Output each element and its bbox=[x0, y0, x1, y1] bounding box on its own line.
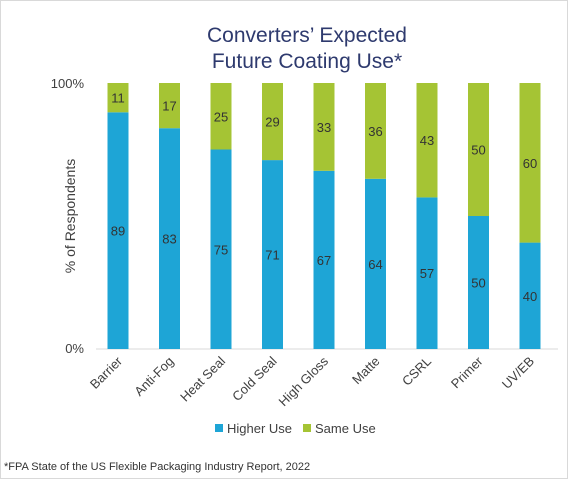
category-label-heat-seal: Heat Seal bbox=[177, 353, 228, 404]
data-label-same-use-high-gloss: 33 bbox=[317, 120, 331, 135]
data-label-higher-use-uv-eb: 40 bbox=[523, 289, 537, 304]
bar-same-use-heat-seal bbox=[210, 83, 232, 150]
category-label-primer: Primer bbox=[448, 353, 486, 391]
data-label-higher-use-heat-seal: 75 bbox=[214, 242, 228, 257]
legend-swatch-same-use bbox=[303, 424, 311, 432]
bar-higher-use-matte bbox=[365, 178, 386, 349]
data-label-same-use-barrier: 11 bbox=[111, 91, 125, 106]
data-label-higher-use-anti-fog: 83 bbox=[162, 232, 176, 247]
y-tick-label-top: 100% bbox=[51, 76, 85, 91]
category-label-cold-seal: Cold Seal bbox=[229, 353, 280, 404]
category-label-csrl: CSRL bbox=[399, 354, 434, 389]
data-label-same-use-matte: 36 bbox=[368, 124, 382, 139]
bar-higher-use-csrl bbox=[416, 197, 438, 349]
category-label-barrier: Barrier bbox=[87, 353, 126, 392]
bar-same-use-anti-fog bbox=[159, 83, 180, 129]
chart-title-line-1: Converters’ Expected bbox=[207, 24, 407, 47]
legend-swatch-higher-use bbox=[215, 424, 223, 432]
bar-higher-use-barrier bbox=[107, 112, 129, 349]
bar-same-use-uv-eb bbox=[519, 83, 541, 243]
chart-title-line-2: Future Coating Use* bbox=[212, 50, 402, 73]
bar-same-use-matte bbox=[365, 83, 386, 179]
bars-group: 89 11 83 17 75 25 71 29 67 33 64 36 57 43 50 50 40 60 bbox=[107, 83, 541, 349]
category-label-anti-fog: Anti-Fog bbox=[131, 354, 176, 399]
data-label-higher-use-high-gloss: 67 bbox=[317, 253, 331, 268]
legend-label-same-use: Same Use bbox=[315, 421, 376, 436]
bar-higher-use-heat-seal bbox=[210, 149, 232, 349]
bar-higher-use-cold-seal bbox=[262, 160, 283, 349]
bar-same-use-csrl bbox=[416, 83, 438, 198]
category-label-matte: Matte bbox=[349, 354, 383, 388]
bar-same-use-high-gloss bbox=[313, 83, 335, 171]
bar-same-use-barrier bbox=[107, 83, 129, 113]
data-label-higher-use-barrier: 89 bbox=[111, 224, 125, 239]
data-label-same-use-cold-seal: 29 bbox=[265, 115, 279, 130]
bar-higher-use-primer bbox=[468, 216, 489, 349]
data-label-same-use-primer: 50 bbox=[471, 143, 485, 158]
data-label-higher-use-matte: 64 bbox=[368, 257, 382, 272]
data-label-same-use-csrl: 43 bbox=[420, 133, 434, 148]
data-label-higher-use-primer: 50 bbox=[471, 276, 485, 291]
legend-label-higher-use: Higher Use bbox=[227, 421, 292, 436]
category-label-uv-eb: UV/EB bbox=[499, 354, 537, 392]
legend: Higher Use Same Use bbox=[215, 421, 376, 436]
bar-higher-use-uv-eb bbox=[519, 242, 541, 349]
bar-same-use-cold-seal bbox=[262, 83, 283, 161]
data-label-same-use-anti-fog: 17 bbox=[162, 99, 176, 114]
data-label-higher-use-csrl: 57 bbox=[420, 266, 434, 281]
bar-higher-use-high-gloss bbox=[313, 170, 335, 349]
bar-same-use-primer bbox=[468, 83, 489, 216]
category-label-high-gloss: High Gloss bbox=[276, 353, 332, 409]
bar-higher-use-anti-fog bbox=[159, 128, 180, 349]
footnote: *FPA State of the US Flexible Packaging … bbox=[4, 461, 310, 473]
y-tick-label-bottom: 0% bbox=[65, 341, 84, 356]
data-label-same-use-heat-seal: 25 bbox=[214, 109, 228, 124]
data-label-same-use-uv-eb: 60 bbox=[523, 156, 537, 171]
data-label-higher-use-cold-seal: 71 bbox=[265, 248, 279, 263]
y-axis-label: % of Respondents bbox=[62, 159, 78, 273]
